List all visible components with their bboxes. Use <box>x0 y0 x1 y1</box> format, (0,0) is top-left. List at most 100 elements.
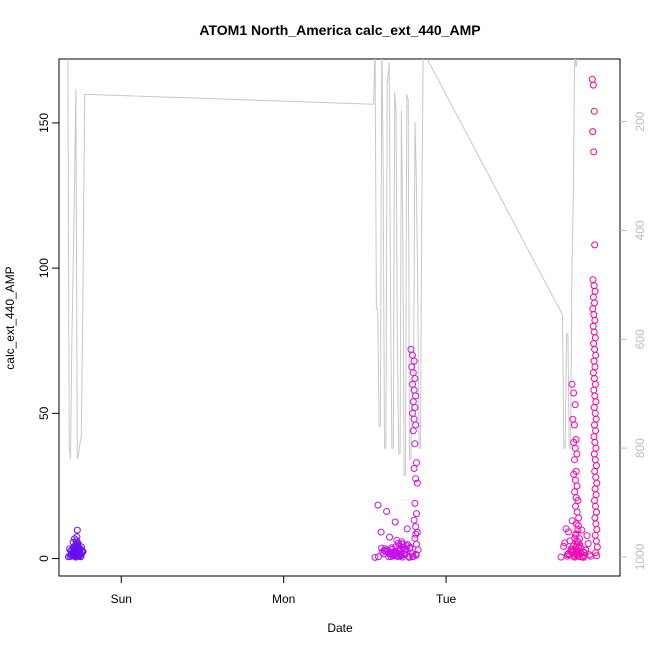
y-axis-label: calc_ext_440_AMP <box>3 266 17 369</box>
plot-frame <box>58 58 621 577</box>
data-point <box>592 415 600 423</box>
data-point <box>590 375 598 382</box>
data-point <box>571 401 579 409</box>
data-point <box>592 520 600 528</box>
data-point <box>591 392 599 400</box>
data-point <box>409 409 416 417</box>
chart-title: ATOM1 North_America calc_ext_440_AMP <box>199 22 480 38</box>
data-point <box>592 427 600 435</box>
data-point <box>589 128 597 136</box>
data-point <box>592 491 600 499</box>
data-point <box>574 547 582 555</box>
data-point <box>573 482 581 490</box>
data-point <box>412 475 420 483</box>
y2-tick-label: 800 <box>633 438 647 458</box>
data-point <box>593 526 601 533</box>
data-point <box>411 375 419 382</box>
data-point <box>591 287 599 295</box>
data-point <box>412 530 420 538</box>
data-point <box>574 526 582 533</box>
data-point <box>590 311 598 319</box>
data-point <box>591 345 599 353</box>
data-point <box>71 535 78 543</box>
data-point <box>586 551 593 559</box>
data-point <box>571 476 579 484</box>
x-axis-label: Date <box>327 621 353 635</box>
data-point <box>560 542 568 550</box>
data-point <box>557 553 565 561</box>
data-point <box>404 541 412 549</box>
data-point <box>568 545 576 553</box>
x-tick-label: Tue <box>436 592 457 606</box>
data-point <box>583 532 591 540</box>
data-point <box>571 456 578 464</box>
y2-tick-label: 1000 <box>633 543 647 570</box>
data-point <box>413 510 420 518</box>
data-point <box>411 499 419 507</box>
data-point <box>574 538 582 546</box>
data-point <box>589 293 597 301</box>
data-point <box>590 450 598 458</box>
x-axis: Sun Mon Tue <box>111 576 457 606</box>
data-point <box>591 438 599 446</box>
data-point <box>590 107 598 115</box>
data-point <box>592 502 599 510</box>
data-point <box>409 398 417 406</box>
data-point <box>410 516 418 524</box>
data-point <box>413 459 420 467</box>
data-point <box>591 421 598 429</box>
y-tick-label: 0 <box>37 555 51 562</box>
data-point <box>593 543 601 551</box>
y2-tick-label: 400 <box>633 220 647 240</box>
data-point <box>575 522 582 529</box>
data-point <box>401 551 409 558</box>
data-point <box>589 369 597 377</box>
data-point <box>593 479 601 487</box>
data-point <box>588 75 596 83</box>
x-tick-label: Mon <box>272 592 295 606</box>
data-point <box>590 357 598 365</box>
data-point <box>592 398 600 406</box>
data-point <box>391 518 399 526</box>
data-point <box>591 380 599 388</box>
y-tick-label: 150 <box>37 113 51 133</box>
data-point <box>578 526 586 534</box>
data-point <box>73 526 81 534</box>
data-point <box>374 501 382 509</box>
data-point <box>590 433 598 441</box>
data-point <box>74 539 82 547</box>
data-point <box>77 552 85 560</box>
data-point <box>413 479 421 487</box>
data-point <box>76 549 84 557</box>
data-point <box>590 148 598 156</box>
data-point <box>393 536 401 544</box>
data-point <box>570 421 578 429</box>
data-point <box>592 462 600 470</box>
data-point <box>589 305 597 313</box>
data-point <box>410 357 418 365</box>
data-point <box>591 467 599 475</box>
data-point <box>592 351 600 359</box>
data-point <box>371 553 379 561</box>
data-point <box>575 543 583 551</box>
data-point <box>409 351 416 359</box>
data-point <box>590 386 598 394</box>
data-point <box>591 456 599 464</box>
data-point <box>589 322 597 330</box>
data-point <box>383 508 391 515</box>
data-point <box>572 549 580 557</box>
data-point <box>412 392 420 400</box>
data-point <box>591 299 598 307</box>
data-point <box>591 514 599 522</box>
data-point <box>568 380 576 388</box>
scatter-points <box>65 75 601 561</box>
data-point <box>403 525 411 533</box>
data-point <box>573 450 581 458</box>
data-point <box>411 534 419 542</box>
data-point <box>574 497 582 504</box>
data-point <box>593 552 601 560</box>
data-point <box>413 528 421 536</box>
data-point <box>591 241 599 249</box>
x-tick-label: Sun <box>111 592 132 606</box>
